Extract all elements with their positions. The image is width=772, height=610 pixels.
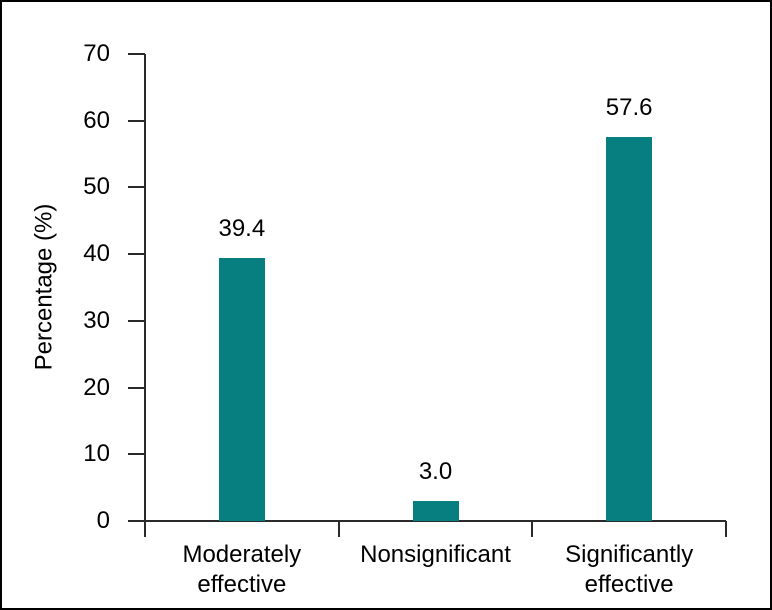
y-tick-label: 60 (83, 106, 110, 134)
y-tick-label: 70 (83, 40, 110, 67)
bar (218, 258, 265, 521)
y-tick-label: 30 (83, 306, 110, 334)
y-tick-mark (128, 453, 145, 456)
category-label: Moderately effective (182, 541, 302, 598)
y-tick-label: 50 (83, 173, 110, 201)
y-tick-mark (128, 119, 145, 122)
x-axis-line (128, 520, 726, 522)
bar-value-label: 3.0 (418, 457, 453, 485)
y-tick-label: 0 (96, 507, 110, 534)
bar-value-label: 57.6 (605, 93, 653, 121)
y-tick-mark (128, 319, 145, 322)
y-tick-label: 40 (83, 240, 110, 268)
y-tick-mark (128, 53, 145, 55)
y-tick-mark (128, 186, 145, 189)
y-tick-label: 10 (83, 440, 110, 468)
category-label: Significantly effective (565, 541, 694, 598)
x-tick-mark (725, 521, 727, 537)
x-tick-mark (531, 521, 534, 537)
y-tick-mark (128, 520, 145, 522)
x-tick-mark (337, 521, 340, 537)
category-label: Nonsignificant (360, 541, 511, 568)
bar (606, 136, 653, 521)
y-tick-mark (128, 386, 145, 389)
y-tick-mark (128, 253, 145, 256)
bar-value-label: 39.4 (218, 215, 266, 243)
x-tick-mark (144, 521, 146, 537)
y-tick-label: 20 (83, 373, 110, 401)
y-axis-line (144, 54, 146, 537)
bar (412, 500, 459, 521)
